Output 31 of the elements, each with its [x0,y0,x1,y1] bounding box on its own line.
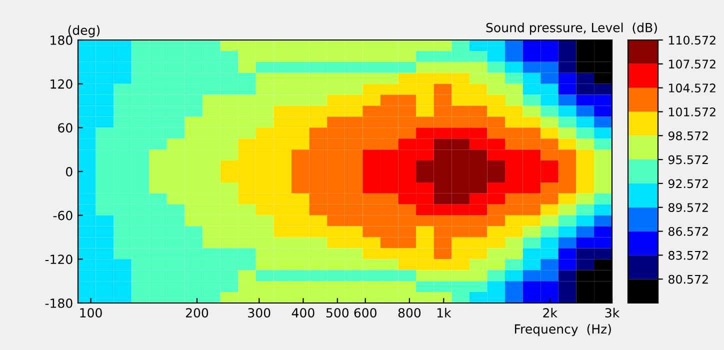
x-tick-label: 3k [605,308,620,318]
y-tick-label: 0 [66,166,72,176]
x-tick-label: 200 [186,308,208,318]
color-bar-label: 80.572 [668,274,708,284]
color-bar-label: 92.572 [668,179,708,188]
color-bar-label: 89.572 [668,203,708,212]
x-tick-label: 2k [543,308,558,318]
color-bar-label: 107.572 [669,60,716,69]
color-bar-label: 86.572 [668,226,708,236]
x-tick-label: 300 [248,308,270,318]
y-tick-label: 120 [50,79,72,89]
color-bar-label: 104.572 [669,84,716,92]
x-tick-label: 800 [398,308,421,318]
x-tick-label: 400 [292,308,314,318]
x-tick-label: 500 [326,308,349,318]
color-bar-label: 95.572 [668,155,708,164]
y-tick-label: -180 [45,298,72,308]
y-tick-label: -120 [45,254,72,264]
y-tick-label: 60 [58,123,72,133]
y-tick-label: 180 [50,35,72,45]
x-tick-label: 100 [80,308,102,318]
color-bar-label: 101.572 [669,107,716,116]
x-tick-label: 600 [354,308,376,318]
x-axis-title: Frequency (Hz) [514,324,611,336]
y-axis-title: (deg) [68,25,100,38]
color-bar-label: 83.572 [668,250,708,260]
color-bar-label: 98.572 [668,131,708,140]
color-bar-title: Sound pressure, Level (dB) [486,22,657,35]
x-tick-label: 1k [437,308,452,318]
color-bar-label: 110.572 [669,36,716,45]
y-tick-label: -60 [53,210,72,220]
